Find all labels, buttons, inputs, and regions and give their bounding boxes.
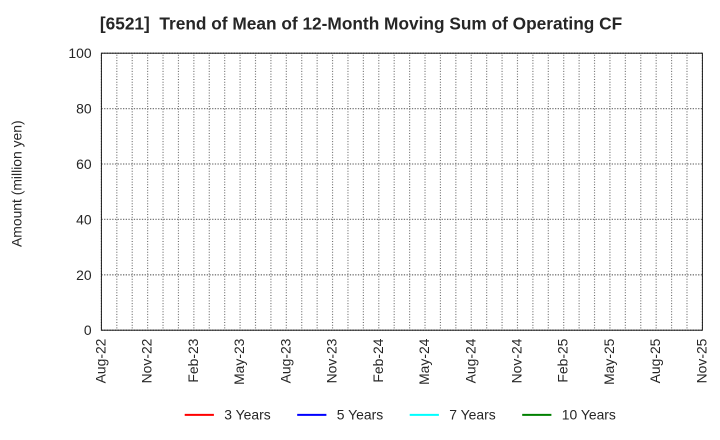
svg-text:10 Years: 10 Years [562,406,616,422]
svg-text:Aug-25: Aug-25 [647,338,663,383]
svg-text:Feb-24: Feb-24 [370,338,386,382]
svg-text:[6521] Trend of Mean of 12-Mo: [6521] Trend of Mean of 12-Month Moving … [100,14,622,34]
svg-text:Nov-24: Nov-24 [508,338,524,383]
svg-text:60: 60 [76,156,92,172]
svg-text:May-25: May-25 [601,338,617,385]
svg-text:Nov-23: Nov-23 [324,338,340,383]
svg-text:0: 0 [84,322,92,338]
svg-text:3 Years: 3 Years [224,406,270,422]
svg-text:5 Years: 5 Years [337,406,383,422]
svg-text:7 Years: 7 Years [449,406,495,422]
svg-text:May-23: May-23 [231,338,247,385]
svg-text:Nov-25: Nov-25 [693,338,709,383]
svg-text:20: 20 [76,267,92,283]
svg-text:100: 100 [68,45,91,61]
svg-text:Nov-22: Nov-22 [139,338,155,383]
svg-text:Aug-23: Aug-23 [277,338,293,383]
svg-text:40: 40 [76,211,92,227]
svg-text:Amount (million yen): Amount (million yen) [8,120,24,247]
svg-text:Aug-24: Aug-24 [462,338,478,383]
svg-text:Aug-22: Aug-22 [92,338,108,383]
svg-text:May-24: May-24 [416,338,432,385]
svg-text:Feb-23: Feb-23 [185,338,201,382]
svg-text:80: 80 [76,101,92,117]
svg-text:Feb-25: Feb-25 [555,338,571,382]
